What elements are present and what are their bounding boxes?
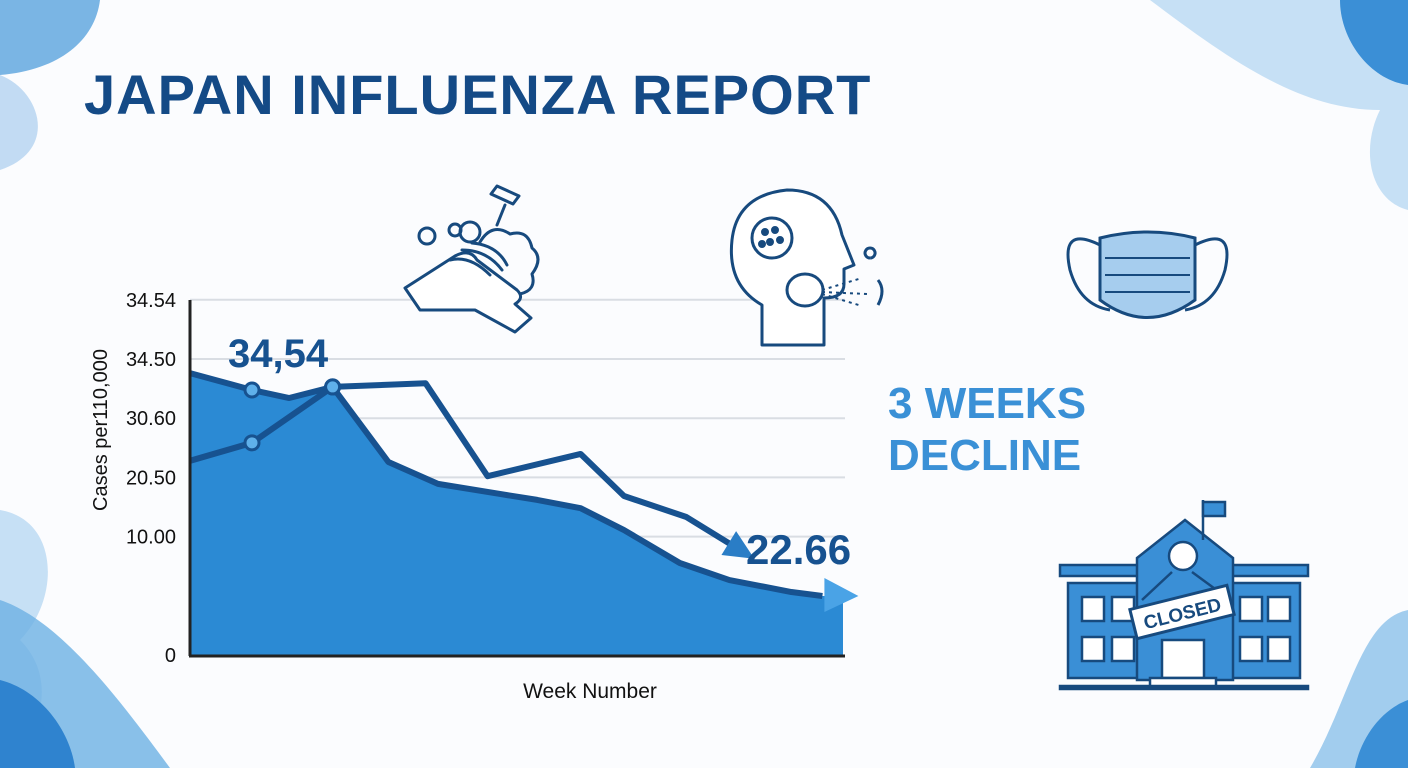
area-trend-arrow xyxy=(824,578,859,613)
series-line xyxy=(189,380,738,550)
end-annotation: 22.66 xyxy=(746,526,851,573)
y-axis-label: Cases per110,000 xyxy=(90,349,112,511)
sneezing-head-icon xyxy=(729,188,884,347)
peak-annotation: 34,54 xyxy=(228,332,329,376)
data-point-marker xyxy=(243,434,261,452)
callout-line-2: DECLINE xyxy=(888,431,1082,480)
area-top-line xyxy=(189,370,823,600)
area-fill xyxy=(190,373,843,655)
data-point-marker xyxy=(243,381,261,399)
face-mask-icon xyxy=(1066,230,1229,319)
hand-washing-icon xyxy=(403,184,540,334)
closed-school-icon: CLOSED xyxy=(1058,500,1310,691)
data-point-marker xyxy=(324,378,342,396)
y-tick-label: 10.00 xyxy=(126,527,176,549)
y-tick-label: 34.50 xyxy=(126,349,176,371)
y-tick-label: 34.54 xyxy=(126,290,176,312)
series-layer xyxy=(189,370,859,655)
y-tick-label: 0 xyxy=(165,645,176,667)
line-trend-arrow xyxy=(721,531,755,559)
x-axis-label: Week Number xyxy=(523,680,657,703)
decline-callout: 3 WEEKS DECLINE xyxy=(888,378,1086,482)
y-tick-label: 20.50 xyxy=(126,467,176,489)
report-title: JAPAN INFLUENZA REPORT xyxy=(84,63,872,126)
callout-line-1: 3 WEEKS xyxy=(888,379,1087,428)
y-axis-ticks: 34.54 34.50 30.60 20.50 10.00 0 xyxy=(126,290,176,667)
y-tick-label: 30.60 xyxy=(126,408,176,430)
